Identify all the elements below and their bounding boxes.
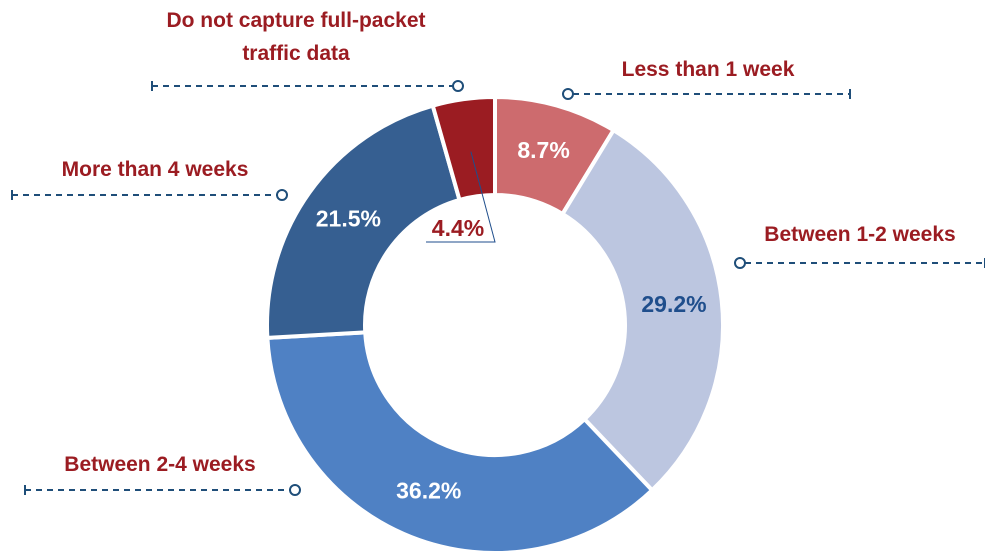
category-label: Less than 1 week: [621, 58, 795, 81]
category-label: Between 2-4 weeks: [64, 453, 256, 476]
slice: [430, 94, 497, 203]
value-label: 29.2%: [641, 291, 706, 317]
connector-dot: [289, 484, 301, 496]
category-label: Between 1-2 weeks: [764, 223, 956, 246]
category-label: More than 4 weeks: [61, 158, 249, 181]
value-label: 21.5%: [316, 206, 381, 232]
slice: [265, 103, 462, 340]
leader-line: [426, 151, 496, 243]
connector-dot: [734, 257, 746, 269]
category-label: Do not capture full-packet traffic data: [166, 9, 426, 65]
slice: [559, 127, 725, 494]
value-label: 36.2%: [396, 477, 461, 503]
connector-dot: [452, 80, 464, 92]
value-label: 4.4%: [432, 215, 484, 241]
connector-dot: [562, 88, 574, 100]
connector-dot: [276, 189, 288, 201]
slice: [265, 330, 655, 552]
value-label: 8.7%: [517, 137, 569, 163]
